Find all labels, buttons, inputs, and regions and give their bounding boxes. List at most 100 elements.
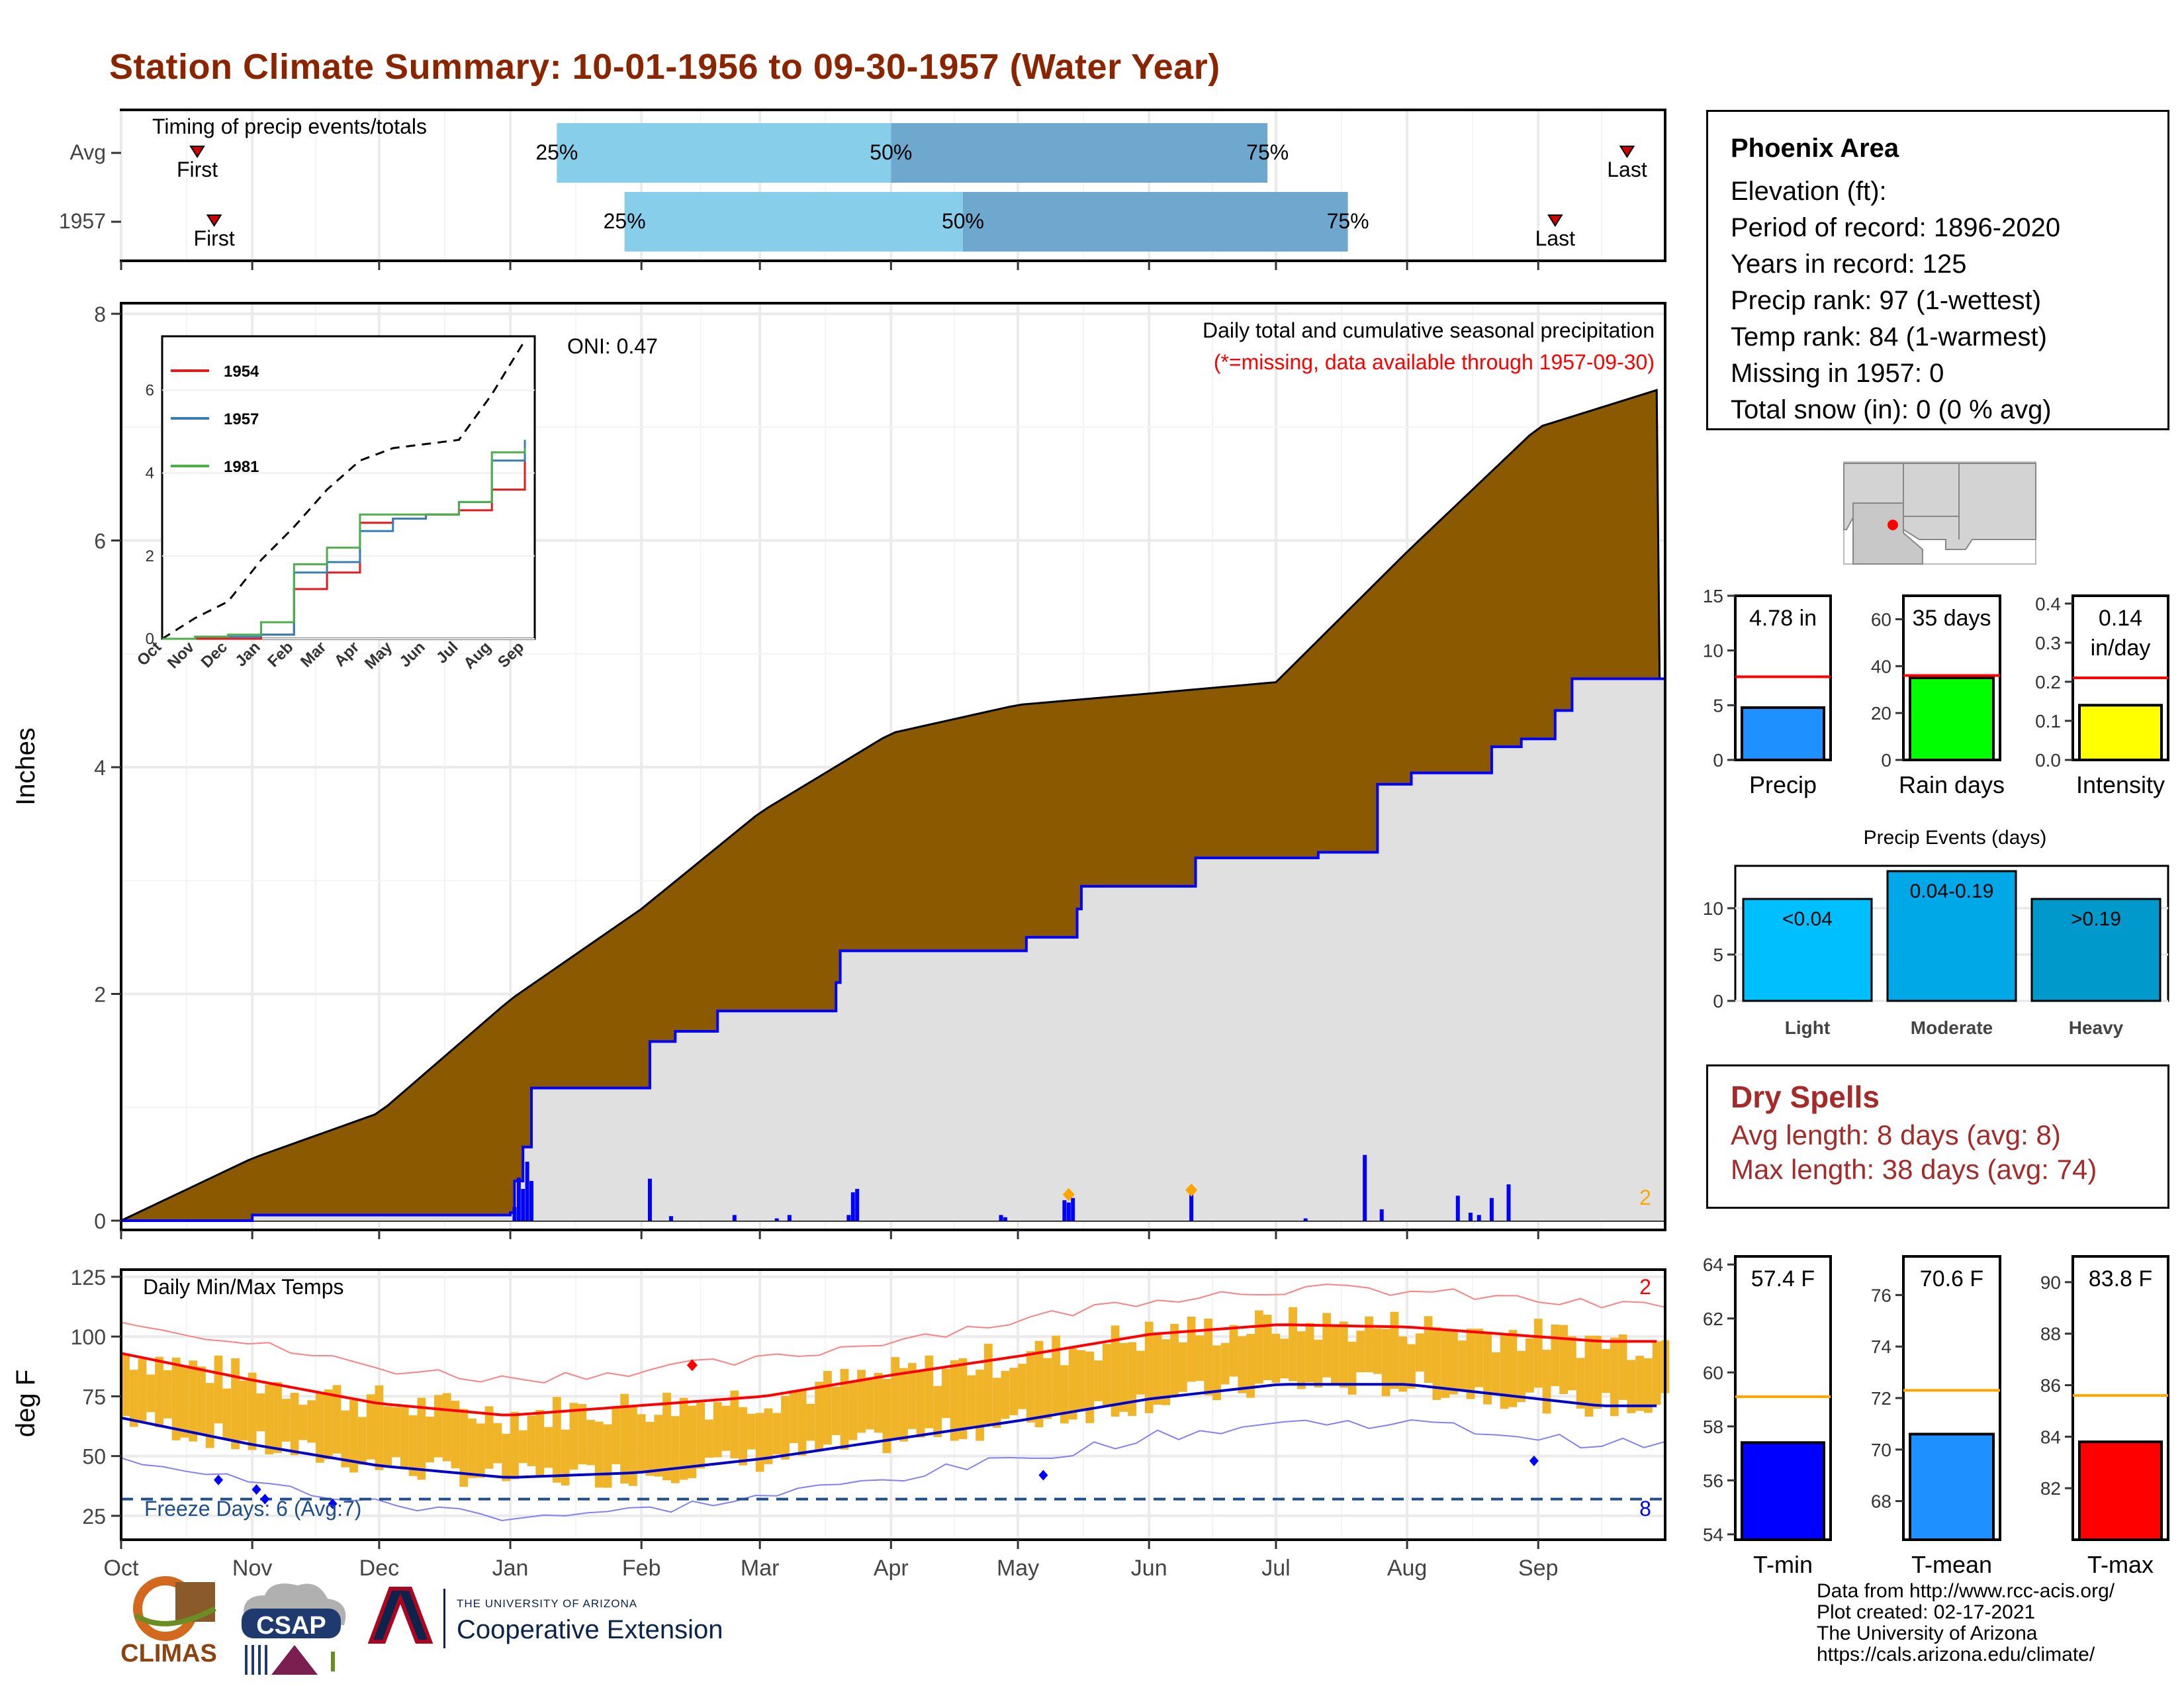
daily-temp-bar [857, 1370, 866, 1433]
temps-ylabel: deg F [11, 1370, 40, 1437]
daily-temp-bar [197, 1366, 206, 1434]
events-x-label: Heavy [2069, 1017, 2124, 1038]
daily-temp-bar [586, 1419, 595, 1466]
events-bar-moderate [1886, 870, 2017, 1002]
daily-temp-bar [950, 1360, 959, 1441]
daily-temp-bar [1652, 1341, 1661, 1405]
daily-temp-bar [739, 1407, 747, 1466]
daily-temp-bar [138, 1358, 147, 1421]
daily-temp-bar [1567, 1336, 1576, 1391]
timing-last-label: Last [1535, 226, 1576, 250]
daily-temp-bar [273, 1382, 282, 1453]
daily-temp-bar [781, 1395, 790, 1460]
daily-temp-bar [1466, 1329, 1475, 1399]
tmin-summary-ytick-label: 54 [1703, 1524, 1723, 1545]
daily-temp-bar [789, 1390, 798, 1444]
daily-temp-bar [417, 1397, 426, 1480]
info-snow: Total snow (in): 0 (0 % avg) [1731, 395, 2052, 424]
tmean-summary-ytick-label: 70 [1871, 1440, 1891, 1460]
daily-temp-bar [1153, 1333, 1162, 1405]
raindays-summary-ytick-label: 40 [1871, 656, 1891, 677]
timing-row-label: 1957 [59, 209, 106, 233]
daily-precip-bar [525, 1161, 529, 1221]
daily-temp-bar [1220, 1342, 1230, 1385]
intensity-summary-ytick-label: 0.2 [2035, 672, 2061, 692]
timing-p50-label: 50% [870, 140, 912, 164]
daily-temp-bar [603, 1424, 612, 1488]
daily-temp-bar [290, 1393, 299, 1456]
daily-temp-bar [1068, 1348, 1077, 1420]
logos: CLIMAS CSAP THE UNIVERSITY OF ARIZONA Co… [120, 1576, 723, 1675]
daily-temp-bar [891, 1357, 900, 1438]
daily-temp-bar [1280, 1338, 1289, 1379]
daily-temp-bar [256, 1393, 265, 1432]
daily-precip-bar [1506, 1184, 1511, 1221]
daily-temp-bar [366, 1394, 375, 1460]
precip-summary-ytick-label: 5 [1713, 695, 1723, 716]
precip-ytick-label: 2 [94, 983, 106, 1007]
record-low-marker [260, 1493, 270, 1505]
record-high-marker [686, 1359, 698, 1372]
daily-temp-bar [992, 1378, 1001, 1428]
timing-row-label: Avg [69, 140, 106, 164]
precip-summary-ytick-label: 10 [1703, 641, 1723, 661]
precip-summary-label: Precip [1749, 771, 1817, 798]
inset-legend-label: 1981 [224, 458, 259, 476]
temps-label: Daily Min/Max Temps [143, 1275, 343, 1299]
daily-temp-bar [662, 1393, 671, 1481]
avg-max-temp-line [120, 1323, 1657, 1417]
daily-temp-bar [1449, 1331, 1458, 1395]
events-value-label: >0.19 [2071, 908, 2121, 930]
daily-temp-bar [1305, 1323, 1314, 1383]
timing-bar-50-75 [962, 192, 1348, 252]
tmax-summary-ytick-label: 84 [2040, 1427, 2061, 1447]
daily-temp-bar [1060, 1365, 1069, 1424]
daily-temp-bar [1052, 1335, 1060, 1413]
tmax-summary-ytick-label: 86 [2040, 1376, 2061, 1396]
locator-map [1843, 461, 2036, 565]
missing-marker [1062, 1188, 1075, 1201]
record-low-line [120, 1419, 1666, 1521]
daily-temp-bar [552, 1397, 561, 1483]
daily-precip-bar [1363, 1154, 1367, 1221]
daily-temp-bar [1602, 1348, 1610, 1393]
credit-url: https://cals.arizona.edu/climate/ [1817, 1644, 2095, 1665]
timing-bar-25-50 [624, 192, 963, 252]
daily-temp-bar [1500, 1335, 1509, 1409]
daily-temp-bar [925, 1355, 934, 1429]
daily-temp-bar [1128, 1342, 1137, 1416]
daily-temp-bar [180, 1365, 189, 1438]
record-low-marker [251, 1484, 261, 1495]
oni-label: ONI: 0.47 [567, 334, 658, 358]
page-title: Station Climate Summary: 10-01-1956 to 0… [109, 47, 1220, 87]
daily-temp-bar [1508, 1330, 1518, 1407]
tmean-summary-label: T-mean [1911, 1551, 1992, 1578]
daily-temp-bar [426, 1417, 434, 1463]
daily-temp-bar [129, 1370, 138, 1427]
raindays-summary-bar [1909, 677, 1995, 761]
x-tick-label: Sep [1518, 1556, 1559, 1581]
climas-logo: CLIMAS [120, 1576, 217, 1667]
daily-temp-bar [332, 1385, 341, 1454]
daily-temp-bar [324, 1389, 333, 1460]
daily-temp-bar [1263, 1315, 1272, 1380]
daily-temp-bar [1390, 1311, 1399, 1389]
dry-spells-box: Dry Spells Avg length: 8 days (avg: 8) M… [1706, 1064, 2169, 1209]
daily-temp-bar [189, 1360, 198, 1442]
daily-temp-bar [637, 1414, 646, 1474]
daily-temp-bar [967, 1375, 976, 1428]
precip-panel: 0 2 4 6 8 Inches Daily total and cumulative … [11, 302, 1666, 1233]
daily-temp-bar [1525, 1338, 1534, 1393]
daily-temp-bar [594, 1421, 604, 1488]
daily-temp-bar [1085, 1351, 1095, 1423]
x-tick-label: Dec [359, 1556, 399, 1581]
daily-temp-bar [1635, 1356, 1645, 1411]
tmin-summary-ytick-label: 58 [1703, 1417, 1723, 1437]
daily-temp-bar [976, 1370, 984, 1441]
events-ytick-label: 0 [1713, 991, 1723, 1011]
timing-label: Timing of precip events/totals [152, 115, 427, 138]
raindays-summary-ytick-label: 20 [1871, 703, 1891, 724]
daily-temp-bar [349, 1399, 358, 1473]
daily-temp-bar [155, 1356, 163, 1428]
daily-precip-bar [1489, 1197, 1494, 1221]
